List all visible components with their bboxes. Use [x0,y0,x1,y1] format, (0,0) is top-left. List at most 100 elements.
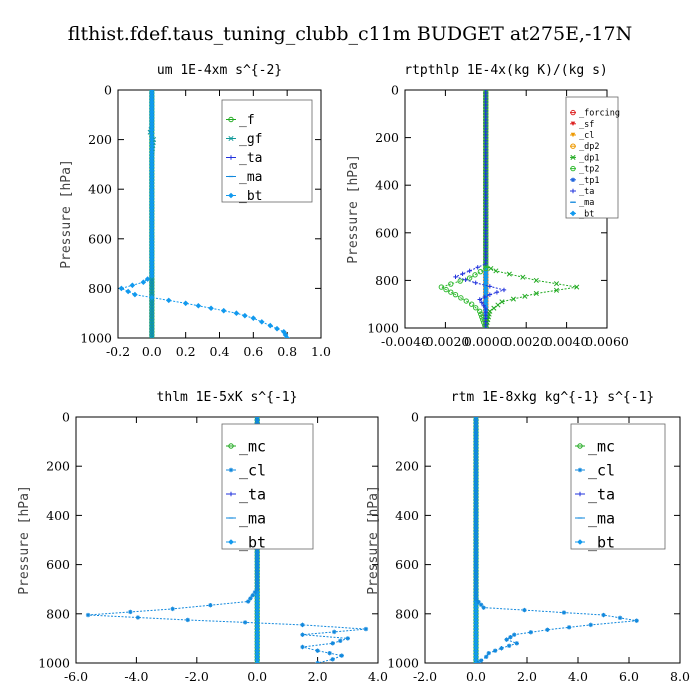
x-tick-label: -2.0 [185,669,209,684]
series-tp2 [438,90,489,328]
data-point [478,658,484,663]
data-point [561,610,567,615]
legend-item: _dp1 [570,153,599,163]
y-tick-label: 600 [88,231,112,246]
data-point [466,275,473,281]
data-point [149,214,155,220]
legend-item: _cl [226,461,266,479]
data-point [149,124,155,130]
data-point [473,620,479,626]
y-tick-label: 800 [395,606,419,621]
data-point [545,627,550,632]
data-point [473,482,479,488]
data-point [170,606,175,612]
data-point [478,602,484,607]
y-tick-label: 400 [395,508,419,523]
data-point [149,223,155,230]
y-tick-label: 800 [46,606,70,621]
data-point [208,305,214,312]
data-point [255,583,260,589]
legend-label: _forcing [579,109,620,119]
data-point [255,550,260,555]
data-point [473,519,479,525]
legend-marker [577,443,583,449]
data-point [481,605,486,610]
x-tick-label: 4.0 [368,669,388,684]
data-point [255,562,260,567]
data-point [300,622,305,628]
data-point [473,644,479,651]
legend-item: _bt [570,209,594,219]
data-point [165,297,172,304]
data-point [483,325,488,328]
data-point [473,488,479,494]
legend-label: _cl [588,461,615,479]
legend-item: _ma [226,170,262,185]
data-point [149,270,155,276]
data-point [118,285,125,292]
data-point [149,152,155,158]
data-point [448,281,454,287]
legend-item: _ma [570,198,594,208]
data-point [245,599,251,604]
data-point [149,170,155,177]
data-point [473,436,479,441]
y-tick-label: 200 [46,459,70,474]
data-point [457,278,463,284]
y-tick-label: 0 [391,83,399,98]
legend-marker [228,155,234,160]
data-point [128,609,133,615]
data-point [149,335,155,338]
data-point [242,620,248,625]
data-point [132,291,138,298]
data-point [255,571,260,577]
data-point [149,155,155,161]
data-point [438,284,445,290]
data-point [254,595,260,602]
data-point [520,274,526,280]
data-point [473,562,479,568]
figure-title: flthist.fdef.taus_tuning_clubb_c11m BUDG… [68,23,632,45]
legend-label: _bt [239,189,262,204]
data-point [483,286,489,293]
data-point [492,648,498,653]
data-point [483,280,489,287]
data-point [473,641,479,648]
x-tick-label: 8.0 [670,669,690,684]
data-point [443,286,449,293]
legend-marker [228,192,234,199]
y-tick-label: 0 [411,410,419,425]
data-point [149,236,155,242]
data-point [533,277,539,283]
data-point [473,578,479,583]
data-point [149,248,155,254]
legend-marker [570,165,576,172]
data-point [473,427,479,432]
data-point [255,420,260,426]
data-point [473,587,479,592]
legend-label: _ta [239,485,266,503]
data-point [452,291,459,298]
data-point [463,298,469,304]
data-point [149,195,155,202]
data-point [473,535,479,540]
data-point [479,300,484,305]
legend-item: _gf [226,132,262,147]
data-point [149,108,155,115]
data-point [473,604,479,611]
data-point [208,602,213,608]
data-point [330,641,335,646]
data-point [149,205,155,211]
legend-box [221,99,313,203]
data-point [252,590,258,595]
data-point [473,507,479,512]
chart-panel-2: rtpthlp 1E-4x(kg K)/(kg s) Pressure [hPa]… [346,63,629,349]
chart-panel-4: rtm 1E-8xkg kg^{-1} s^{-1} Pressure [hPa]… [366,390,690,684]
legend-label: _gf [239,132,262,147]
series-bt [118,90,290,338]
y-tick-label: 1000 [387,656,419,671]
data-point [149,167,155,174]
data-point [574,284,580,290]
data-point [300,644,305,650]
x-tick-label: 0.4 [210,344,230,359]
